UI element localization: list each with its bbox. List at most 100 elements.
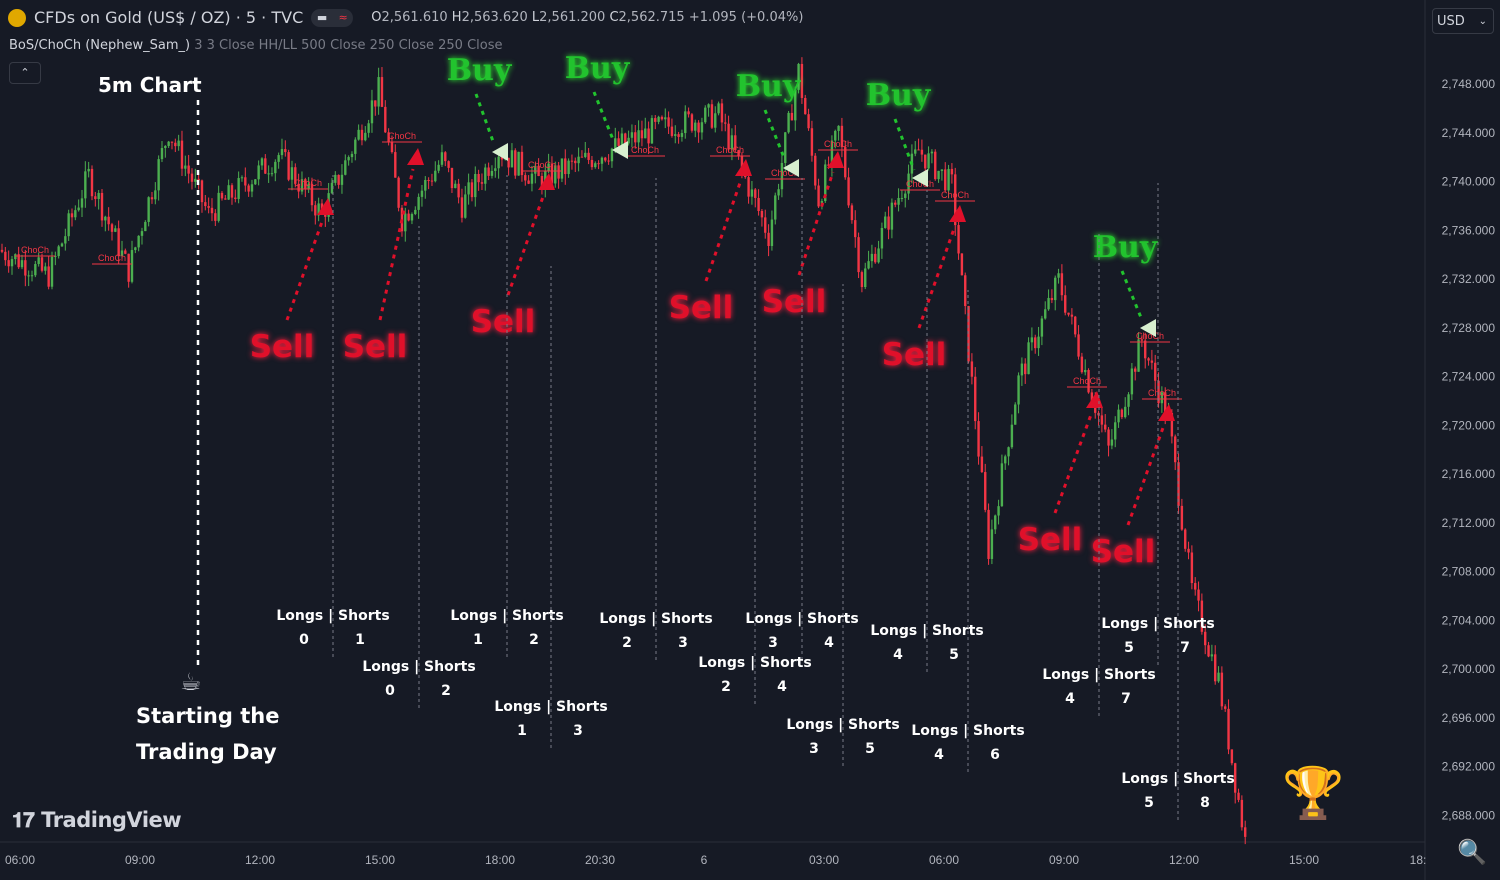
candle-body xyxy=(1100,415,1104,425)
candle-body xyxy=(204,202,207,207)
collapse-legend-button[interactable]: ⌃ xyxy=(9,62,41,84)
sell-triangle-icon xyxy=(317,198,334,215)
candle-body xyxy=(1127,394,1130,407)
candle-body xyxy=(647,128,650,144)
candle-body xyxy=(217,192,220,221)
candle-body xyxy=(590,159,594,168)
candle-body xyxy=(584,152,587,157)
candle-body xyxy=(944,169,947,191)
candle-body xyxy=(187,165,190,174)
indicator-legend[interactable]: BoS/ChoCh (Nephew_Sam_) 3 3 Close HH/LL … xyxy=(9,38,503,53)
candle-body xyxy=(250,184,254,192)
candle-body xyxy=(437,164,440,171)
y-tick-label: 2,696.000 xyxy=(1442,711,1496,725)
currency-select[interactable]: USD ⌄ xyxy=(1432,8,1494,34)
candle-body xyxy=(1007,447,1010,457)
candle-body xyxy=(567,160,570,175)
longs-shorts-header: Longs | Shorts xyxy=(870,623,983,639)
longs-shorts-header: Longs | Shorts xyxy=(786,717,899,733)
sell-arrow-line xyxy=(797,171,835,276)
y-tick-label: 2,692.000 xyxy=(1442,760,1496,774)
choch-label: ChoCh xyxy=(21,245,49,255)
choch-label: ChoCh xyxy=(631,145,659,155)
longs-shorts-header: Longs | Shorts xyxy=(745,611,858,627)
candle-body xyxy=(797,63,800,90)
candle-body xyxy=(737,150,740,157)
candle-body xyxy=(440,152,444,165)
candle-body xyxy=(200,180,204,203)
candle-body xyxy=(124,250,127,254)
candle-body xyxy=(417,196,420,210)
candle-body xyxy=(794,89,797,121)
candle-body xyxy=(574,160,577,164)
candle-body xyxy=(624,133,627,144)
candle-body xyxy=(1150,360,1154,363)
candle-body xyxy=(247,185,250,192)
sell-arrow-line xyxy=(378,168,415,321)
candle-body xyxy=(530,173,534,184)
candle-body xyxy=(774,195,777,220)
candle-body xyxy=(180,140,184,169)
candle-body xyxy=(14,254,17,260)
x-tick-label: 18: xyxy=(1410,853,1427,867)
longs-count: 4 xyxy=(1065,691,1075,707)
candle-body xyxy=(1084,369,1087,373)
candle-body xyxy=(947,168,950,191)
buy-triangle-icon xyxy=(492,143,508,161)
candle-body xyxy=(1110,439,1114,446)
candle-body xyxy=(360,129,364,141)
candle-body xyxy=(277,155,280,162)
candle-body xyxy=(1047,297,1050,310)
candle-body xyxy=(670,126,674,136)
candle-body xyxy=(987,509,990,559)
candle-body xyxy=(1237,792,1240,800)
x-tick-label: 06:00 xyxy=(5,853,35,867)
choch-label: ChoCh xyxy=(771,168,799,178)
y-tick-label: 2,740.000 xyxy=(1442,175,1496,189)
candle-body xyxy=(1130,368,1134,395)
longs-count: 5 xyxy=(1124,640,1134,656)
candle-body xyxy=(760,210,764,218)
y-tick-label: 2,724.000 xyxy=(1442,370,1496,384)
candle-body xyxy=(1117,409,1120,423)
sell-arrow-line xyxy=(917,225,957,329)
candle-body xyxy=(387,132,390,143)
candle-body xyxy=(1140,339,1144,341)
candle-body xyxy=(34,264,37,276)
longs-count: 0 xyxy=(385,683,395,699)
symbol-title[interactable]: CFDs on Gold (US$ / OZ) · 5 · TVC xyxy=(34,8,304,27)
longs-count: 2 xyxy=(721,679,731,695)
market-status-toggle[interactable]: ▬ ≈ xyxy=(311,8,354,27)
candle-body xyxy=(1197,589,1200,601)
candle-body xyxy=(510,150,514,168)
candle-body xyxy=(604,157,607,161)
candle-body xyxy=(207,206,210,208)
candle-body xyxy=(354,139,357,154)
candle-body xyxy=(37,257,40,265)
shorts-count: 7 xyxy=(1121,691,1131,707)
candle-body xyxy=(1174,436,1177,463)
candle-body xyxy=(824,164,827,202)
candle-body xyxy=(594,163,597,168)
candle-body xyxy=(210,207,214,214)
candle-body xyxy=(1077,334,1080,357)
y-tick-label: 2,736.000 xyxy=(1442,223,1496,237)
zoom-icon[interactable]: 🔍 xyxy=(1457,838,1487,866)
candle-body xyxy=(154,190,157,200)
candle-body xyxy=(894,202,897,205)
sell-triangle-icon xyxy=(827,151,844,168)
buy-arrow-line xyxy=(1120,270,1144,321)
candle-body xyxy=(457,183,460,198)
candle-body xyxy=(424,179,427,191)
y-tick-label: 2,716.000 xyxy=(1442,467,1496,481)
buy-arrow-line xyxy=(763,109,787,161)
candle-body xyxy=(77,207,80,211)
candle-body xyxy=(747,177,750,197)
candle-body xyxy=(150,197,154,200)
choch-label: ChoCh xyxy=(1148,388,1176,398)
candle-body xyxy=(720,103,724,123)
candle-body xyxy=(107,216,110,225)
candle-body xyxy=(917,149,920,151)
candle-body xyxy=(690,114,694,131)
